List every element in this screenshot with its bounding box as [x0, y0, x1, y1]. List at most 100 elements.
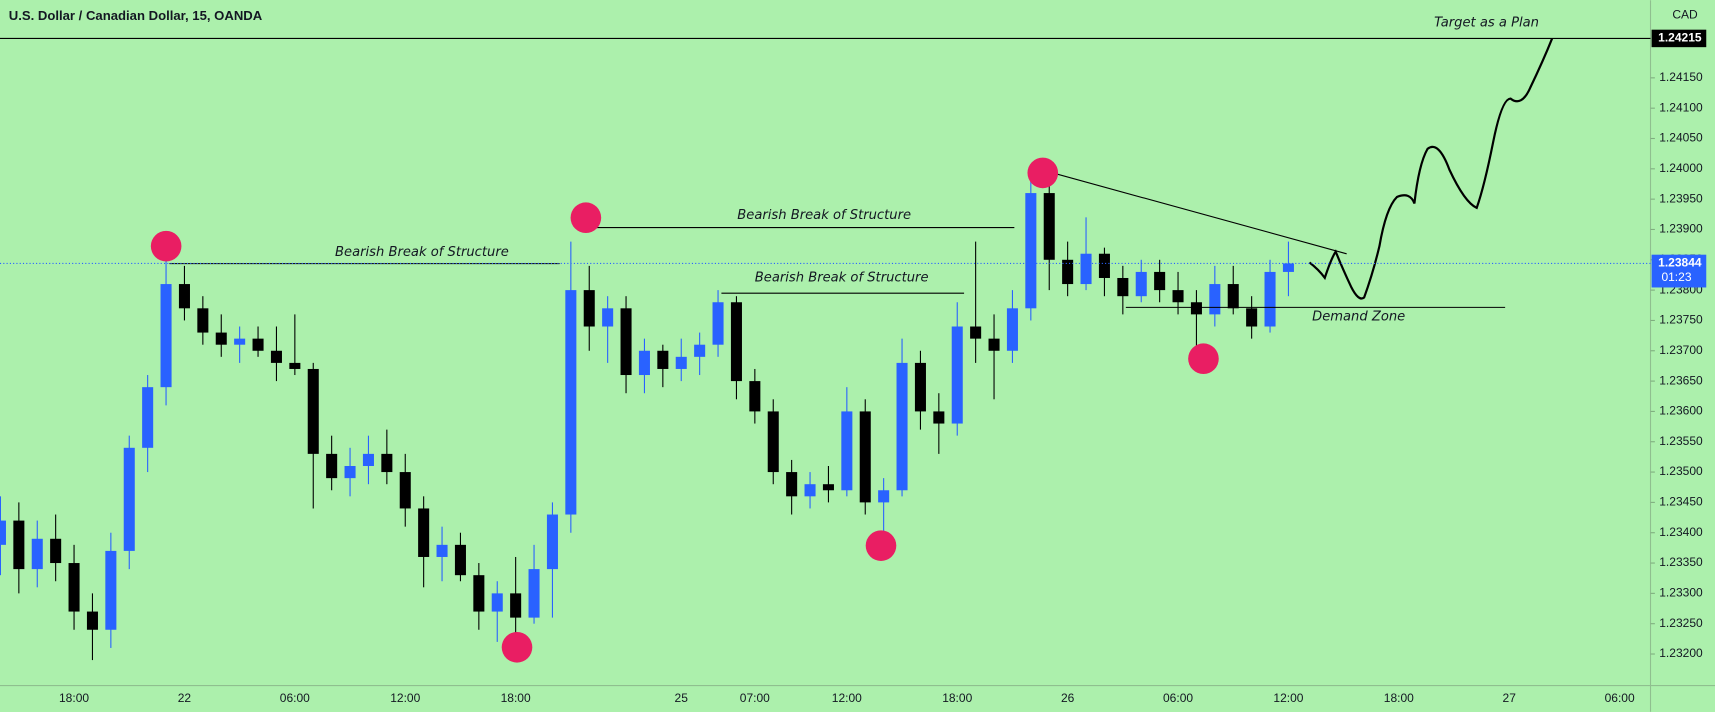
x-tick-label: 18:00 — [942, 691, 972, 705]
candle-body — [1006, 308, 1018, 351]
candle-body — [1080, 253, 1092, 285]
candle-body — [970, 326, 982, 339]
annotation: Bearish Break of Structure — [335, 245, 509, 260]
x-tick-label: 06:00 — [1605, 691, 1635, 705]
x-tick-label: 07:00 — [740, 691, 770, 705]
candle-body — [454, 544, 466, 576]
candle-body — [142, 387, 154, 448]
currency: CAD — [1672, 8, 1698, 22]
candle-body — [234, 338, 246, 345]
candle-body — [786, 472, 798, 497]
y-tick-label: 1.23400 — [1659, 525, 1703, 539]
candle-body — [1246, 308, 1258, 327]
target-price-box — [1651, 29, 1707, 48]
candle-body — [307, 368, 319, 454]
swing-marker — [150, 230, 182, 262]
candles — [0, 168, 1294, 661]
swing-marker — [1188, 343, 1219, 375]
candle-body — [1227, 284, 1239, 309]
candle-body — [657, 350, 669, 369]
candle-body — [289, 362, 301, 369]
candle-body — [418, 508, 430, 557]
y-tick-label: 1.23200 — [1659, 646, 1703, 660]
x-tick-label: 18:00 — [59, 691, 89, 705]
candle-body — [914, 362, 926, 412]
candle-body — [1172, 290, 1184, 303]
y-tick-label: 1.24150 — [1659, 70, 1703, 84]
candle-body — [712, 302, 724, 345]
swing-marker — [865, 530, 897, 561]
candle-body — [1117, 277, 1129, 297]
candle-body — [638, 350, 650, 376]
y-tick-label: 1.23350 — [1659, 555, 1703, 569]
x-tick-label: 12:00 — [832, 691, 862, 705]
x-tick-label: 06:00 — [1163, 691, 1193, 705]
candle-body — [510, 593, 522, 618]
y-tick-label: 1.23600 — [1659, 404, 1703, 418]
candle-body — [215, 332, 227, 345]
candle-body — [1025, 193, 1037, 309]
x-tick-label: 27 — [1503, 691, 1517, 705]
candle-body — [822, 484, 834, 491]
candle-body — [1282, 263, 1294, 272]
annotation: Demand Zone — [1312, 310, 1405, 325]
candle-body — [878, 490, 890, 503]
candle-body — [160, 284, 172, 388]
candle-body — [381, 453, 393, 473]
candle-body — [841, 411, 853, 491]
candle-body — [804, 484, 816, 497]
candle-body — [988, 338, 1000, 351]
x-tick-label: 22 — [178, 691, 192, 705]
swing-marker — [1027, 157, 1059, 189]
x-tick-label: 18:00 — [501, 691, 531, 705]
annotation: Bearish Break of Structure — [755, 270, 929, 285]
trend-line — [1032, 166, 1347, 255]
x-tick-label: 25 — [675, 691, 689, 705]
candle-body — [749, 381, 761, 412]
x-tick-label: 18:00 — [1384, 691, 1414, 705]
candle-body — [528, 569, 540, 618]
candle-body — [252, 338, 264, 351]
candle-body — [13, 520, 25, 570]
candle-body — [0, 520, 6, 545]
x-tick-label: 06:00 — [280, 691, 310, 705]
swing-marker — [570, 202, 602, 234]
candle-body — [362, 453, 374, 467]
candle-body — [675, 356, 687, 369]
countdown: 01:23 — [1661, 270, 1691, 284]
y-tick-label: 1.23900 — [1659, 222, 1703, 236]
candle-body — [270, 350, 282, 363]
chart-title: U.S. Dollar / Canadian Dollar, 15, OANDA — [9, 8, 263, 23]
x-tick-label: 12:00 — [1273, 691, 1303, 705]
candle-body — [436, 544, 448, 557]
y-tick-label: 1.23650 — [1659, 373, 1703, 387]
y-tick-label: 1.23950 — [1659, 191, 1703, 205]
candle-body — [344, 466, 356, 479]
y-tick-label: 1.24000 — [1659, 161, 1703, 175]
candle-body — [1135, 271, 1147, 297]
candle-body — [1043, 193, 1055, 260]
candle-body — [1190, 302, 1202, 315]
y-tick-label: 1.23550 — [1659, 434, 1703, 448]
candle-body — [602, 308, 614, 327]
y-tick-label: 1.23500 — [1659, 464, 1703, 478]
candle-body — [565, 290, 577, 515]
annotation: Target as a Plan — [1434, 16, 1539, 31]
y-tick-label: 1.24100 — [1659, 100, 1703, 114]
candle-body — [123, 447, 135, 551]
candle-body — [1154, 271, 1166, 291]
candle-body — [583, 290, 595, 327]
candle-body — [178, 284, 190, 309]
candle-body — [1062, 259, 1074, 285]
candle-body — [105, 550, 117, 630]
y-tick-label: 1.23750 — [1659, 313, 1703, 327]
candle-body — [473, 575, 485, 612]
candle-body — [896, 362, 908, 491]
candle-body — [694, 344, 706, 357]
y-tick-label: 1.23700 — [1659, 343, 1703, 357]
y-tick-label: 1.24050 — [1659, 131, 1703, 145]
candle-body — [933, 411, 945, 424]
